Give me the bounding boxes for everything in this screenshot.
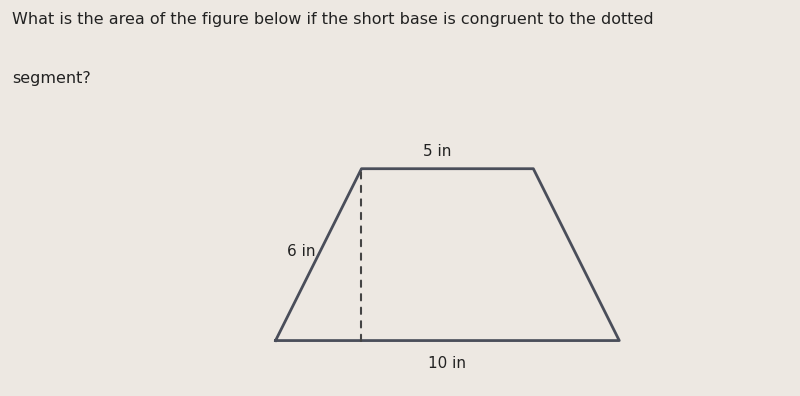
Text: 5 in: 5 in bbox=[423, 144, 451, 159]
Text: What is the area of the figure below if the short base is congruent to the dotte: What is the area of the figure below if … bbox=[12, 12, 654, 27]
Text: 10 in: 10 in bbox=[429, 356, 466, 371]
Text: segment?: segment? bbox=[12, 71, 90, 86]
Text: 6 in: 6 in bbox=[286, 244, 315, 259]
